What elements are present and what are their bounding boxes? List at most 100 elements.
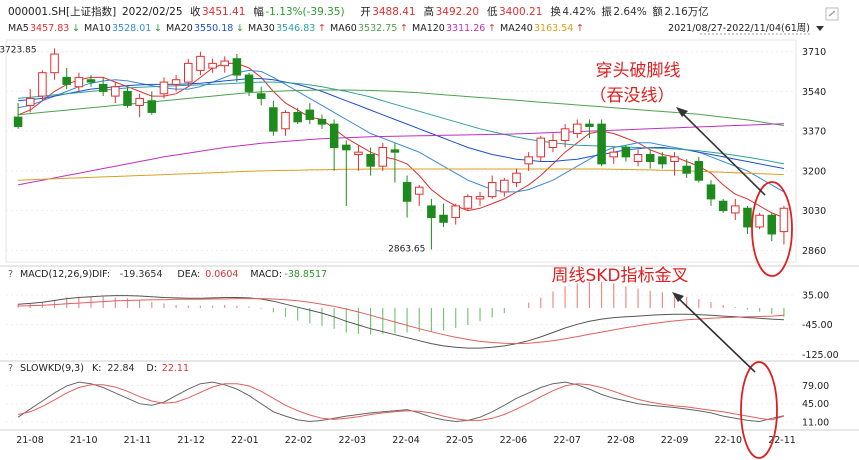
candle-body (232, 58, 242, 76)
settings-icon[interactable] (825, 7, 839, 21)
candle (123, 86, 132, 108)
dropdown-icon[interactable] (816, 26, 824, 31)
x-tick-label: 22-02 (285, 435, 313, 446)
macd-tick-label: 35.00 (802, 290, 829, 301)
candle-body (694, 161, 704, 181)
price-tick-label: 3370 (802, 127, 826, 138)
x-tick-label: 21-11 (124, 435, 152, 446)
candle (135, 93, 144, 118)
candle (427, 198, 436, 250)
kd-tick-label: 45.00 (802, 399, 829, 410)
macd-dif-line (18, 295, 784, 349)
kd-title: SLOWKD(9,3) (20, 363, 84, 374)
candle-body (317, 118, 327, 125)
price-high-label: 3723.85 (0, 45, 37, 55)
candle (670, 152, 679, 176)
macd-legend-value: 0.0604 (205, 269, 238, 280)
candle-body (475, 196, 485, 200)
symbol-label: 000001.SH[上证指数] (8, 5, 116, 18)
candle (500, 177, 509, 197)
candle (147, 91, 157, 115)
annotation-engulfing-title: 穿头破脚线 (596, 61, 681, 81)
candle-body (281, 111, 290, 130)
candle-body (585, 123, 594, 127)
candle (317, 114, 327, 129)
candle (658, 152, 667, 169)
candle (366, 147, 375, 176)
candle (62, 68, 71, 90)
kd-legend-value: 22.84 (107, 363, 134, 374)
header-item-value: 2.64% (613, 6, 646, 18)
macd-legend-name: DEA: (177, 269, 200, 280)
candle (524, 152, 533, 171)
candle (305, 103, 315, 125)
candle (609, 147, 619, 164)
candle (244, 72, 254, 97)
kd-legend-name: D: (146, 363, 157, 374)
candle (196, 51, 205, 76)
candle (585, 119, 594, 139)
candle (111, 82, 120, 104)
x-tick-label: 22-09 (661, 435, 689, 446)
ma-legend-arrow: ↓ (154, 23, 162, 34)
ma-line-ma60 (18, 89, 784, 126)
candle-body (293, 111, 302, 123)
header-item-value: 3400.21 (499, 6, 542, 18)
candle-body (524, 156, 533, 165)
header-item-label: 开 (360, 6, 371, 18)
ma-legend-name: MA60 (330, 23, 357, 34)
header-item-label: 幅 (253, 5, 264, 18)
x-tick-label: 22-07 (553, 435, 581, 446)
candle-body (682, 165, 691, 174)
candle-body (451, 205, 460, 219)
price-frame (5, 39, 797, 263)
candle (439, 203, 448, 227)
candle-body (378, 146, 388, 167)
candle (487, 175, 497, 199)
price-tick-label: 3540 (802, 87, 826, 98)
candle-body (74, 76, 84, 88)
candle-body (633, 154, 643, 163)
candle (281, 110, 290, 136)
ma-legend: MA5 3457.83 ↓ MA10 3528.01 ↓ MA20 3550.18 ↓ MA30 3… (8, 23, 584, 34)
ma-legend-name: MA30 (248, 23, 275, 34)
candle (755, 212, 764, 230)
candle-body (731, 205, 740, 214)
candle (706, 180, 716, 206)
x-tick-label: 22-06 (500, 435, 528, 446)
candle-body (645, 154, 655, 163)
candle (342, 140, 351, 206)
header-item-label: 额 (652, 5, 663, 18)
header-item-value: 3492.20 (436, 6, 479, 18)
candle-body (572, 123, 582, 134)
candle (767, 212, 777, 241)
candle (354, 145, 363, 171)
candle-body (609, 151, 619, 158)
ma-legend-value: 3457.83 (30, 23, 69, 34)
header-item-value: 4.42% (562, 6, 595, 18)
x-tick-label: 22-04 (392, 435, 420, 446)
candle (329, 119, 339, 171)
x-tick-label: 22-11 (768, 435, 796, 446)
kd-legend-value: 22.11 (162, 363, 189, 374)
candle-body (779, 207, 789, 233)
ma-line-ma5 (17, 62, 785, 219)
candle-body (597, 123, 606, 165)
annotation-engulfing-subtitle: （吞没线） (590, 86, 675, 106)
candle-body (220, 60, 230, 67)
candle (779, 205, 789, 245)
macd-tick-label: -45.00 (802, 320, 833, 331)
ma-legend-value: 3532.75 (358, 23, 397, 34)
candle-body (548, 139, 558, 148)
candle (13, 103, 23, 129)
candle (50, 48, 59, 80)
header-item-value: 3451.41 (202, 6, 245, 18)
candle-body (13, 116, 23, 127)
candle (390, 142, 400, 183)
candle-body (767, 214, 777, 235)
candle (512, 168, 521, 188)
arrow-bottom (675, 295, 756, 373)
candle-body (621, 146, 631, 158)
ma-legend-arrow: ↓ (72, 23, 80, 34)
highlight-ellipse-bottom (740, 361, 778, 459)
